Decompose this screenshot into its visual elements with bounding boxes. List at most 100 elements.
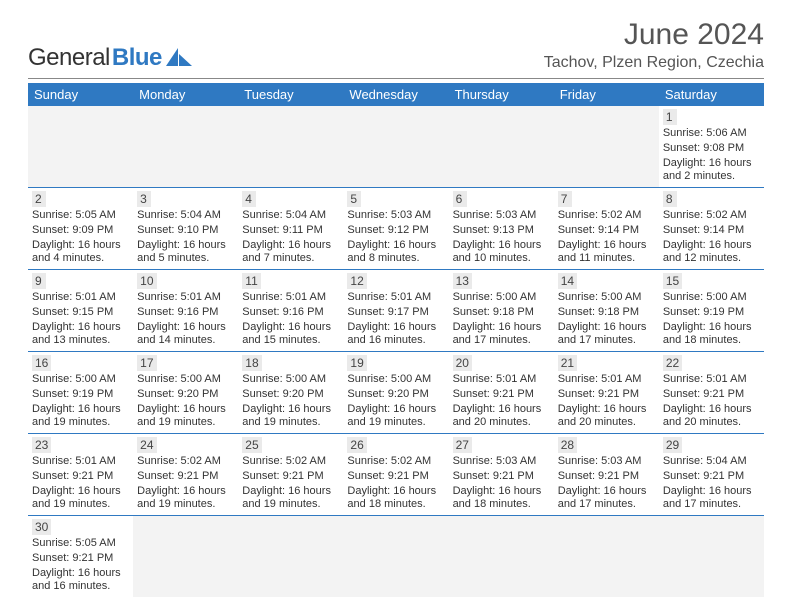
sunset-text: Sunset: 9:18 PM: [558, 306, 655, 320]
sunrise-text: Sunrise: 5:04 AM: [663, 455, 760, 469]
calendar-cell: 19Sunrise: 5:00 AMSunset: 9:20 PMDayligh…: [343, 352, 448, 434]
calendar-cell: [449, 516, 554, 598]
calendar-cell: 7Sunrise: 5:02 AMSunset: 9:14 PMDaylight…: [554, 188, 659, 270]
daylight-text: Daylight: 16 hours and 18 minutes.: [347, 485, 444, 513]
daylight-text: Daylight: 16 hours and 16 minutes.: [347, 321, 444, 349]
header: GeneralBlue June 2024 Tachov, Plzen Regi…: [28, 18, 764, 72]
sunrise-text: Sunrise: 5:01 AM: [347, 291, 444, 305]
sunrise-text: Sunrise: 5:02 AM: [242, 455, 339, 469]
sunrise-text: Sunrise: 5:06 AM: [663, 127, 760, 141]
weekday-header: Friday: [554, 83, 659, 106]
sunset-text: Sunset: 9:21 PM: [32, 470, 129, 484]
day-number: 1: [663, 109, 677, 125]
calendar-cell: 9Sunrise: 5:01 AMSunset: 9:15 PMDaylight…: [28, 270, 133, 352]
daylight-text: Daylight: 16 hours and 17 minutes.: [558, 321, 655, 349]
calendar-cell: 10Sunrise: 5:01 AMSunset: 9:16 PMDayligh…: [133, 270, 238, 352]
calendar-row: 1 Sunrise: 5:06 AMSunset: 9:08 PMDaylight…: [28, 106, 764, 188]
sunrise-text: Sunrise: 5:02 AM: [137, 455, 234, 469]
calendar-cell: 25Sunrise: 5:02 AMSunset: 9:21 PMDayligh…: [238, 434, 343, 516]
daylight-text: Daylight: 16 hours and 19 minutes.: [242, 485, 339, 513]
sunrise-text: Sunrise: 5:05 AM: [32, 209, 129, 223]
sunrise-text: Sunrise: 5:00 AM: [137, 373, 234, 387]
daylight-text: Daylight: 16 hours and 11 minutes.: [558, 239, 655, 267]
daylight-text: Daylight: 16 hours and 16 minutes.: [32, 567, 129, 595]
calendar-cell: [554, 106, 659, 188]
calendar-row: 2Sunrise: 5:05 AMSunset: 9:09 PMDaylight…: [28, 188, 764, 270]
calendar-cell: [238, 106, 343, 188]
weekday-header: Monday: [133, 83, 238, 106]
calendar-cell: 1 Sunrise: 5:06 AMSunset: 9:08 PMDaylight…: [659, 106, 764, 188]
day-number: 18: [242, 355, 261, 371]
daylight-text: Daylight: 16 hours and 19 minutes.: [137, 485, 234, 513]
day-number: 22: [663, 355, 682, 371]
day-number: 16: [32, 355, 51, 371]
sunset-text: Sunset: 9:14 PM: [558, 224, 655, 238]
weekday-header: Thursday: [449, 83, 554, 106]
daylight-text: Daylight: 16 hours and 19 minutes.: [242, 403, 339, 431]
day-number: 9: [32, 273, 46, 289]
daylight-text: Daylight: 16 hours and 10 minutes.: [453, 239, 550, 267]
daylight-text: Daylight: 16 hours and 2 minutes.: [663, 157, 760, 185]
month-title: June 2024: [544, 18, 764, 52]
sunset-text: Sunset: 9:14 PM: [663, 224, 760, 238]
sunrise-text: Sunrise: 5:01 AM: [137, 291, 234, 305]
calendar-cell: 6Sunrise: 5:03 AMSunset: 9:13 PMDaylight…: [449, 188, 554, 270]
header-rule: [28, 78, 764, 79]
sunset-text: Sunset: 9:11 PM: [242, 224, 339, 238]
calendar-cell: [554, 516, 659, 598]
sunrise-text: Sunrise: 5:04 AM: [242, 209, 339, 223]
calendar-cell: [238, 516, 343, 598]
sunrise-text: Sunrise: 5:03 AM: [453, 209, 550, 223]
calendar-row: 9 Sunrise: 5:01 AM Sunset: 9:15 PM Daylight…: [28, 270, 764, 352]
daylight-text: Daylight: 16 hours and 8 minutes.: [347, 239, 444, 267]
calendar-cell: 24Sunrise: 5:02 AMSunset: 9:21 PMDayligh…: [133, 434, 238, 516]
logo-text-blue: Blue: [112, 44, 162, 72]
calendar-cell: 5Sunrise: 5:03 AMSunset: 9:12 PMDaylight…: [343, 188, 448, 270]
sunset-text: Sunset: 9:15 PM: [32, 306, 129, 320]
calendar-cell: [449, 106, 554, 188]
calendar-cell: 16Sunrise: 5:00 AMSunset: 9:19 PMDayligh…: [28, 352, 133, 434]
day-number: 28: [558, 437, 577, 453]
calendar-cell: 13Sunrise: 5:00 AMSunset: 9:18 PMDayligh…: [449, 270, 554, 352]
calendar-cell: 17Sunrise: 5:00 AMSunset: 9:20 PMDayligh…: [133, 352, 238, 434]
calendar-cell: 3Sunrise: 5:04 AMSunset: 9:10 PMDaylight…: [133, 188, 238, 270]
daylight-text: Daylight: 16 hours and 19 minutes.: [137, 403, 234, 431]
daylight-text: Daylight: 16 hours and 19 minutes.: [347, 403, 444, 431]
logo: GeneralBlue: [28, 44, 192, 72]
sunset-text: Sunset: 9:16 PM: [137, 306, 234, 320]
calendar-row: 23Sunrise: 5:01 AMSunset: 9:21 PMDayligh…: [28, 434, 764, 516]
calendar-cell: 14Sunrise: 5:00 AMSunset: 9:18 PMDayligh…: [554, 270, 659, 352]
daylight-text: Daylight: 16 hours and 20 minutes.: [453, 403, 550, 431]
sunrise-text: Sunrise: 5:01 AM: [453, 373, 550, 387]
day-number: 20: [453, 355, 472, 371]
sunrise-text: Sunrise: 5:02 AM: [558, 209, 655, 223]
day-number: 10: [137, 273, 156, 289]
day-number: 13: [453, 273, 472, 289]
day-number: 26: [347, 437, 366, 453]
sunset-text: Sunset: 9:21 PM: [242, 470, 339, 484]
sunset-text: Sunset: 9:21 PM: [558, 388, 655, 402]
sunrise-text: Sunrise: 5:02 AM: [347, 455, 444, 469]
calendar-cell: [343, 106, 448, 188]
sunset-text: Sunset: 9:21 PM: [453, 388, 550, 402]
daylight-text: Daylight: 16 hours and 7 minutes.: [242, 239, 339, 267]
sunrise-text: Sunrise: 5:00 AM: [663, 291, 760, 305]
sunrise-text: Sunrise: 5:00 AM: [242, 373, 339, 387]
calendar-cell: 12Sunrise: 5:01 AMSunset: 9:17 PMDayligh…: [343, 270, 448, 352]
sunrise-text: Sunrise: 5:00 AM: [347, 373, 444, 387]
day-number: 23: [32, 437, 51, 453]
daylight-text: Daylight: 16 hours and 18 minutes.: [453, 485, 550, 513]
calendar-row: 16Sunrise: 5:00 AMSunset: 9:19 PMDayligh…: [28, 352, 764, 434]
day-number: 8: [663, 191, 677, 207]
daylight-text: Daylight: 16 hours and 4 minutes.: [32, 239, 129, 267]
calendar-table: Sunday Monday Tuesday Wednesday Thursday…: [28, 83, 764, 597]
sunrise-text: Sunrise: 5:01 AM: [32, 455, 129, 469]
weekday-header: Tuesday: [238, 83, 343, 106]
daylight-text: Daylight: 16 hours and 20 minutes.: [663, 403, 760, 431]
sunrise-text: Sunrise: 5:00 AM: [32, 373, 129, 387]
sunset-text: Sunset: 9:08 PM: [663, 142, 760, 156]
calendar-cell: 29Sunrise: 5:04 AMSunset: 9:21 PMDayligh…: [659, 434, 764, 516]
sunset-text: Sunset: 9:21 PM: [137, 470, 234, 484]
day-number: 4: [242, 191, 256, 207]
weekday-header: Sunday: [28, 83, 133, 106]
